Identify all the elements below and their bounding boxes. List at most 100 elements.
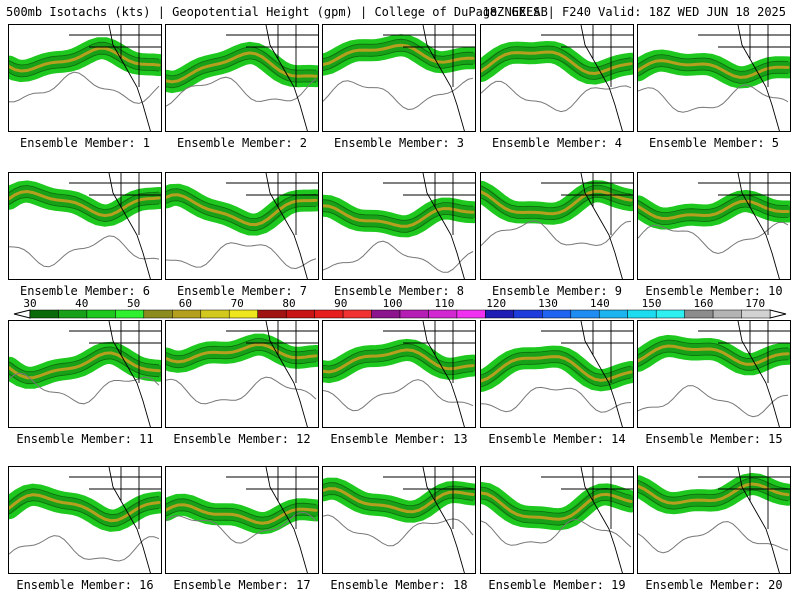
height-contour [323, 38, 474, 59]
jet-core [638, 199, 790, 220]
member-label: Ensemble Member: 2 [176, 136, 308, 150]
height-contour [9, 372, 160, 405]
height-contour [638, 339, 789, 359]
height-contour [323, 199, 474, 221]
jet-core [638, 59, 790, 79]
map-panel [480, 24, 634, 132]
coastline [226, 173, 318, 279]
height-contour [323, 355, 474, 379]
coastline [541, 321, 633, 427]
map-panel [165, 24, 319, 132]
map-panel [637, 24, 791, 132]
colorbar-swatch [342, 309, 372, 319]
map-panel [8, 466, 162, 574]
jet-core [481, 50, 633, 76]
colorbar-swatch [172, 309, 202, 319]
colorbar-tick-label: 160 [693, 297, 714, 310]
height-contour [481, 386, 632, 413]
colorbar-tick-label: 130 [538, 297, 558, 310]
height-contour [166, 510, 317, 530]
height-contour [638, 194, 788, 213]
coastline [541, 467, 633, 573]
map-field [481, 321, 633, 427]
height-contour [481, 220, 632, 247]
coastline [698, 173, 790, 279]
member-label: Ensemble Member: 6 [19, 284, 151, 298]
map-panel [165, 466, 319, 574]
member-label: Ensemble Member: 14 [488, 432, 626, 446]
map-panel [637, 172, 791, 280]
colorbar-tick-label: 100 [382, 297, 403, 310]
colorbar-swatch [314, 309, 344, 319]
colorbar-swatch [741, 309, 771, 319]
height-contour [638, 489, 789, 510]
member-label: Ensemble Member: 11 [16, 432, 154, 446]
height-contour [166, 498, 317, 518]
colorbar-swatch [58, 309, 88, 319]
height-contour [166, 376, 317, 405]
header-left: 500mb Isotachs (kts) | Geopotential Heig… [6, 5, 548, 19]
height-contour [481, 57, 632, 80]
map-field [481, 467, 633, 573]
map-field [166, 467, 318, 573]
colorbar-tick-label: 110 [434, 297, 455, 310]
jet-core [481, 355, 633, 383]
colorbar-tick-label: 120 [486, 297, 507, 310]
height-contour [481, 498, 632, 526]
map-panel [322, 466, 476, 574]
coastline [69, 25, 161, 131]
map-field [638, 25, 790, 131]
jet-core [323, 43, 475, 67]
height-contour [9, 535, 160, 562]
map-panel [8, 320, 162, 428]
jet-core [9, 493, 161, 523]
jet-core [481, 189, 633, 216]
colorbar-swatch [228, 309, 258, 319]
height-contour [9, 500, 160, 528]
colorbar-tick-label: 140 [589, 297, 610, 310]
height-contour [481, 350, 632, 376]
colorbar-swatch [570, 309, 600, 319]
member-label: Ensemble Member: 12 [173, 432, 311, 446]
height-contour [9, 197, 160, 223]
colorbar-swatch [684, 309, 714, 319]
member-label: Ensemble Member: 4 [491, 136, 623, 150]
colorbar-tick-label: 30 [23, 297, 37, 310]
member-label: Ensemble Member: 10 [645, 284, 783, 298]
map-panel [165, 320, 319, 428]
height-contour [9, 488, 160, 516]
jet-core [166, 51, 318, 84]
member-label: Ensemble Member: 3 [333, 136, 465, 150]
map-panel [8, 172, 162, 280]
colorbar-swatch [257, 309, 287, 319]
height-contour [166, 242, 317, 270]
colorbar-swatch [371, 309, 401, 319]
colorbar-arrow-right [769, 309, 787, 319]
colorbar-swatch [428, 309, 458, 319]
map-field [481, 25, 633, 131]
member-label: Ensemble Member: 16 [16, 578, 154, 592]
height-contour [481, 80, 632, 113]
jet-core [638, 344, 790, 366]
colorbar-arrow-left [13, 309, 31, 319]
height-contour [638, 84, 789, 113]
height-contour [166, 350, 317, 369]
map-field [481, 173, 633, 279]
height-contour [638, 221, 789, 255]
height-contour [166, 188, 317, 220]
height-contour [9, 53, 160, 78]
jet-core [323, 204, 475, 228]
map-panel [637, 466, 791, 574]
coastline [541, 173, 633, 279]
colorbar-tick-label: 40 [75, 297, 89, 310]
colorbar-swatch [513, 309, 543, 319]
height-contour [323, 379, 474, 412]
map-panel [322, 172, 476, 280]
height-contour [323, 211, 474, 233]
colorbar-tick-label: 150 [641, 297, 662, 310]
jet-core [166, 503, 318, 525]
coastline [69, 467, 161, 573]
height-contour [638, 521, 789, 554]
map-field [166, 321, 318, 427]
map-field [9, 467, 161, 573]
